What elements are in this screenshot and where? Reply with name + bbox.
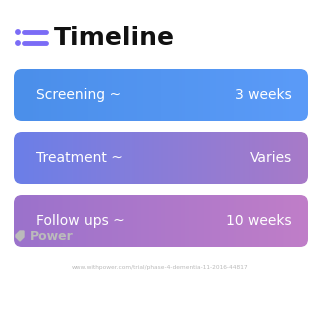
Text: www.withpower.com/trial/phase-4-dementia-11-2016-44817: www.withpower.com/trial/phase-4-dementia… — [72, 265, 248, 269]
Text: Treatment ~: Treatment ~ — [36, 151, 123, 165]
Text: Timeline: Timeline — [54, 26, 175, 50]
Text: 10 weeks: 10 weeks — [226, 214, 292, 228]
Text: Power: Power — [30, 230, 74, 243]
Text: Screening ~: Screening ~ — [36, 88, 121, 102]
Text: Varies: Varies — [250, 151, 292, 165]
Text: Follow ups ~: Follow ups ~ — [36, 214, 125, 228]
Text: 3 weeks: 3 weeks — [235, 88, 292, 102]
Circle shape — [16, 41, 20, 45]
Circle shape — [16, 30, 20, 34]
Polygon shape — [16, 231, 24, 241]
